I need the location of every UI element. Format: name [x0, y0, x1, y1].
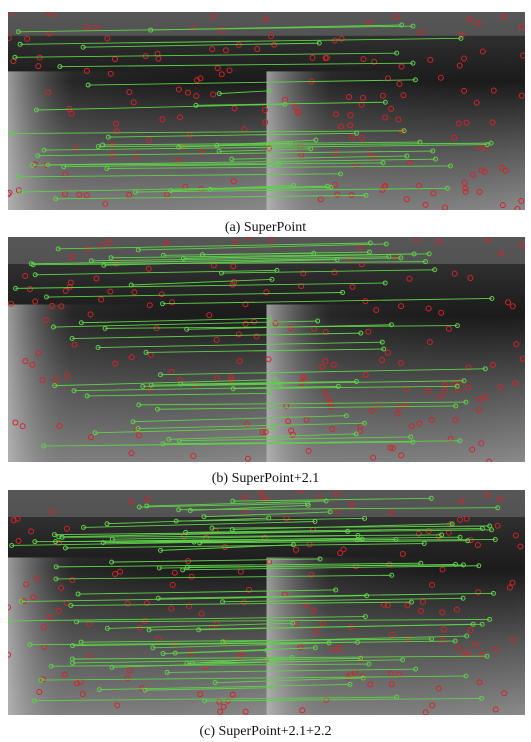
- image-shade: [8, 558, 267, 716]
- match-image: [8, 12, 525, 210]
- image-shade: [267, 558, 526, 716]
- match-image: [8, 490, 525, 715]
- caption: (a) SuperPoint: [0, 220, 531, 236]
- figure-page: (a) SuperPoint (b) SuperPoint+2.1 (c) Su…: [0, 0, 531, 742]
- caption: (b) SuperPoint+2.1: [0, 471, 531, 487]
- image-sky: [267, 12, 526, 36]
- caption: (c) SuperPoint+2.1+2.2: [0, 724, 531, 740]
- match-image: [8, 237, 525, 462]
